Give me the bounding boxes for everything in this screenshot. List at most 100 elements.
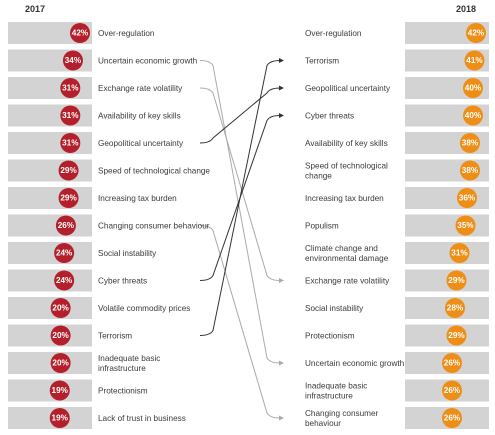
right-value-protectionism: 29% bbox=[448, 331, 465, 340]
right-label-exchange-rate-volatility: Exchange rate volatility bbox=[305, 276, 390, 285]
right-value-over-regulation: 42% bbox=[468, 29, 485, 38]
right-label-line: Uncertain economic growth bbox=[305, 359, 405, 368]
right-label-availability-of-key-skills: Availability of key skills bbox=[305, 139, 388, 148]
left-label-line: infrastructure bbox=[98, 364, 146, 373]
left-bar-changing-consumer-behaviour bbox=[8, 214, 92, 237]
right-value-circle-over-regulation bbox=[466, 23, 486, 43]
right-value-circle-increasing-tax-burden bbox=[457, 188, 477, 208]
right-label-line: Exchange rate volatility bbox=[305, 276, 390, 285]
left-label-line: Speed of technological change bbox=[98, 166, 210, 175]
right-label-social-instability: Social instability bbox=[305, 304, 364, 313]
right-label-line: Populism bbox=[305, 221, 339, 230]
left-bar-social-instability bbox=[8, 242, 92, 264]
right-label-inadequate-basic-infrastructure: Inadequate basic infrastructure bbox=[305, 381, 367, 400]
left-label-changing-consumer-behaviour: Changing consumer behaviour bbox=[98, 221, 210, 230]
left-label-inadequate-basic-infrastructure: Inadequate basic infrastructure bbox=[98, 354, 160, 373]
right-label-line: Inadequate basic bbox=[305, 381, 367, 390]
left-value-circle-geopolitical-uncertainty bbox=[60, 133, 81, 153]
left-label-line: Uncertain economic growth bbox=[98, 56, 198, 65]
right-label-uncertain-economic-growth: Uncertain economic growth bbox=[305, 359, 405, 368]
left-bar-volatile-commodity-prices bbox=[8, 297, 92, 319]
right-label-climate-change-and-environmental-damage: Climate change and environmental damage bbox=[305, 244, 389, 263]
left-label-geopolitical-uncertainty: Geopolitical uncertainty bbox=[98, 139, 184, 148]
left-label-line: Changing consumer behaviour bbox=[98, 221, 210, 230]
connector-arrow-uncertain-economic-growth bbox=[279, 360, 284, 366]
left-label-exchange-rate-volatility: Exchange rate volatility bbox=[98, 84, 183, 93]
left-bar-cyber-threats bbox=[8, 269, 92, 292]
connector-arrow-terrorism bbox=[279, 58, 284, 63]
left-bar-inadequate-basic-infrastructure bbox=[8, 352, 92, 374]
left-value-terrorism: 20% bbox=[52, 331, 69, 340]
right-label-line: Over-regulation bbox=[305, 29, 362, 38]
right-value-circle-inadequate-basic-infrastructure bbox=[442, 380, 462, 401]
left-label-social-instability: Social instability bbox=[98, 249, 157, 258]
left-label-line: Volatile commodity prices bbox=[98, 304, 190, 313]
left-label-protectionism: Protectionism bbox=[98, 386, 148, 395]
left-value-volatile-commodity-prices: 20% bbox=[52, 304, 69, 313]
left-label-line: Availability of key skills bbox=[98, 111, 181, 120]
right-label-speed-of-technological-change: Speed of technological change bbox=[305, 161, 388, 180]
left-value-over-regulation: 42% bbox=[72, 29, 89, 38]
left-value-circle-availability-of-key-skills bbox=[60, 105, 81, 126]
right-value-populism: 35% bbox=[457, 221, 474, 230]
left-label-availability-of-key-skills: Availability of key skills bbox=[98, 111, 181, 120]
left-value-circle-changing-consumer-behaviour bbox=[55, 215, 76, 236]
left-value-speed-of-technological-change: 29% bbox=[60, 166, 77, 175]
right-label-line: Social instability bbox=[305, 304, 364, 313]
right-label-line: Availability of key skills bbox=[305, 139, 388, 148]
left-value-circle-inadequate-basic-infrastructure bbox=[50, 353, 71, 373]
right-value-speed-of-technological-change: 38% bbox=[462, 166, 479, 175]
right-value-social-instability: 28% bbox=[447, 304, 464, 313]
right-label-line: infrastructure bbox=[305, 391, 353, 400]
right-label-changing-consumer-behaviour: Changing consumer behaviour bbox=[305, 409, 379, 428]
left-label-line: Terrorism bbox=[98, 331, 132, 340]
right-label-line: Speed of technological bbox=[305, 161, 388, 170]
left-value-geopolitical-uncertainty: 31% bbox=[62, 139, 79, 148]
left-value-changing-consumer-behaviour: 26% bbox=[58, 221, 75, 230]
left-label-line: Exchange rate volatility bbox=[98, 84, 183, 93]
right-label-cyber-threats: Cyber threats bbox=[305, 111, 354, 120]
right-label-protectionism: Protectionism bbox=[305, 331, 355, 340]
right-label-line: behaviour bbox=[305, 419, 341, 428]
right-value-uncertain-economic-growth: 26% bbox=[444, 359, 461, 368]
connector-arrow-changing-consumer-behaviour bbox=[279, 415, 284, 421]
left-value-protectionism: 19% bbox=[52, 386, 69, 395]
left-value-social-instability: 24% bbox=[56, 249, 73, 258]
right-label-over-regulation: Over-regulation bbox=[305, 29, 362, 38]
left-label-line: Protectionism bbox=[98, 386, 148, 395]
left-label-increasing-tax-burden: Increasing tax burden bbox=[98, 194, 177, 203]
connector-changing-consumer-behaviour bbox=[199, 225, 281, 419]
left-label-lack-of-trust-in-business: Lack of trust in business bbox=[98, 414, 186, 423]
left-bar-over-regulation bbox=[8, 22, 92, 44]
right-value-exchange-rate-volatility: 29% bbox=[448, 276, 465, 285]
right-value-circle-social-instability bbox=[445, 298, 465, 318]
right-value-climate-change-and-environmental-damage: 31% bbox=[451, 249, 468, 258]
left-label-line: Lack of trust in business bbox=[98, 414, 186, 423]
left-value-circle-over-regulation bbox=[70, 23, 90, 43]
left-value-circle-increasing-tax-burden bbox=[58, 188, 79, 208]
left-label-line: Increasing tax burden bbox=[98, 194, 177, 203]
right-value-availability-of-key-skills: 38% bbox=[462, 139, 479, 148]
connector-exchange-rate-volatility bbox=[199, 87, 281, 281]
right-label-line: Protectionism bbox=[305, 331, 355, 340]
right-label-populism: Populism bbox=[305, 221, 339, 230]
left-value-circle-social-instability bbox=[54, 243, 75, 263]
right-label-increasing-tax-burden: Increasing tax burden bbox=[305, 194, 384, 203]
left-value-circle-speed-of-technological-change bbox=[58, 160, 79, 181]
left-label-speed-of-technological-change: Speed of technological change bbox=[98, 166, 210, 175]
left-label-volatile-commodity-prices: Volatile commodity prices bbox=[98, 304, 190, 313]
left-bar-speed-of-technological-change bbox=[8, 159, 92, 182]
right-value-circle-uncertain-economic-growth bbox=[442, 353, 462, 373]
left-value-availability-of-key-skills: 31% bbox=[62, 111, 79, 120]
left-label-line: Social instability bbox=[98, 249, 157, 258]
left-label-uncertain-economic-growth: Uncertain economic growth bbox=[98, 56, 198, 65]
right-value-inadequate-basic-infrastructure: 26% bbox=[444, 386, 461, 395]
left-value-circle-volatile-commodity-prices bbox=[50, 298, 71, 318]
right-label-geopolitical-uncertainty: Geopolitical uncertainty bbox=[305, 84, 391, 93]
right-label-line: change bbox=[305, 171, 332, 180]
left-value-circle-exchange-rate-volatility bbox=[60, 78, 81, 98]
right-value-changing-consumer-behaviour: 26% bbox=[444, 414, 461, 423]
right-value-circle-terrorism bbox=[464, 50, 485, 71]
connector-geopolitical-uncertainty bbox=[199, 87, 281, 144]
left-bar-terrorism bbox=[8, 324, 92, 347]
